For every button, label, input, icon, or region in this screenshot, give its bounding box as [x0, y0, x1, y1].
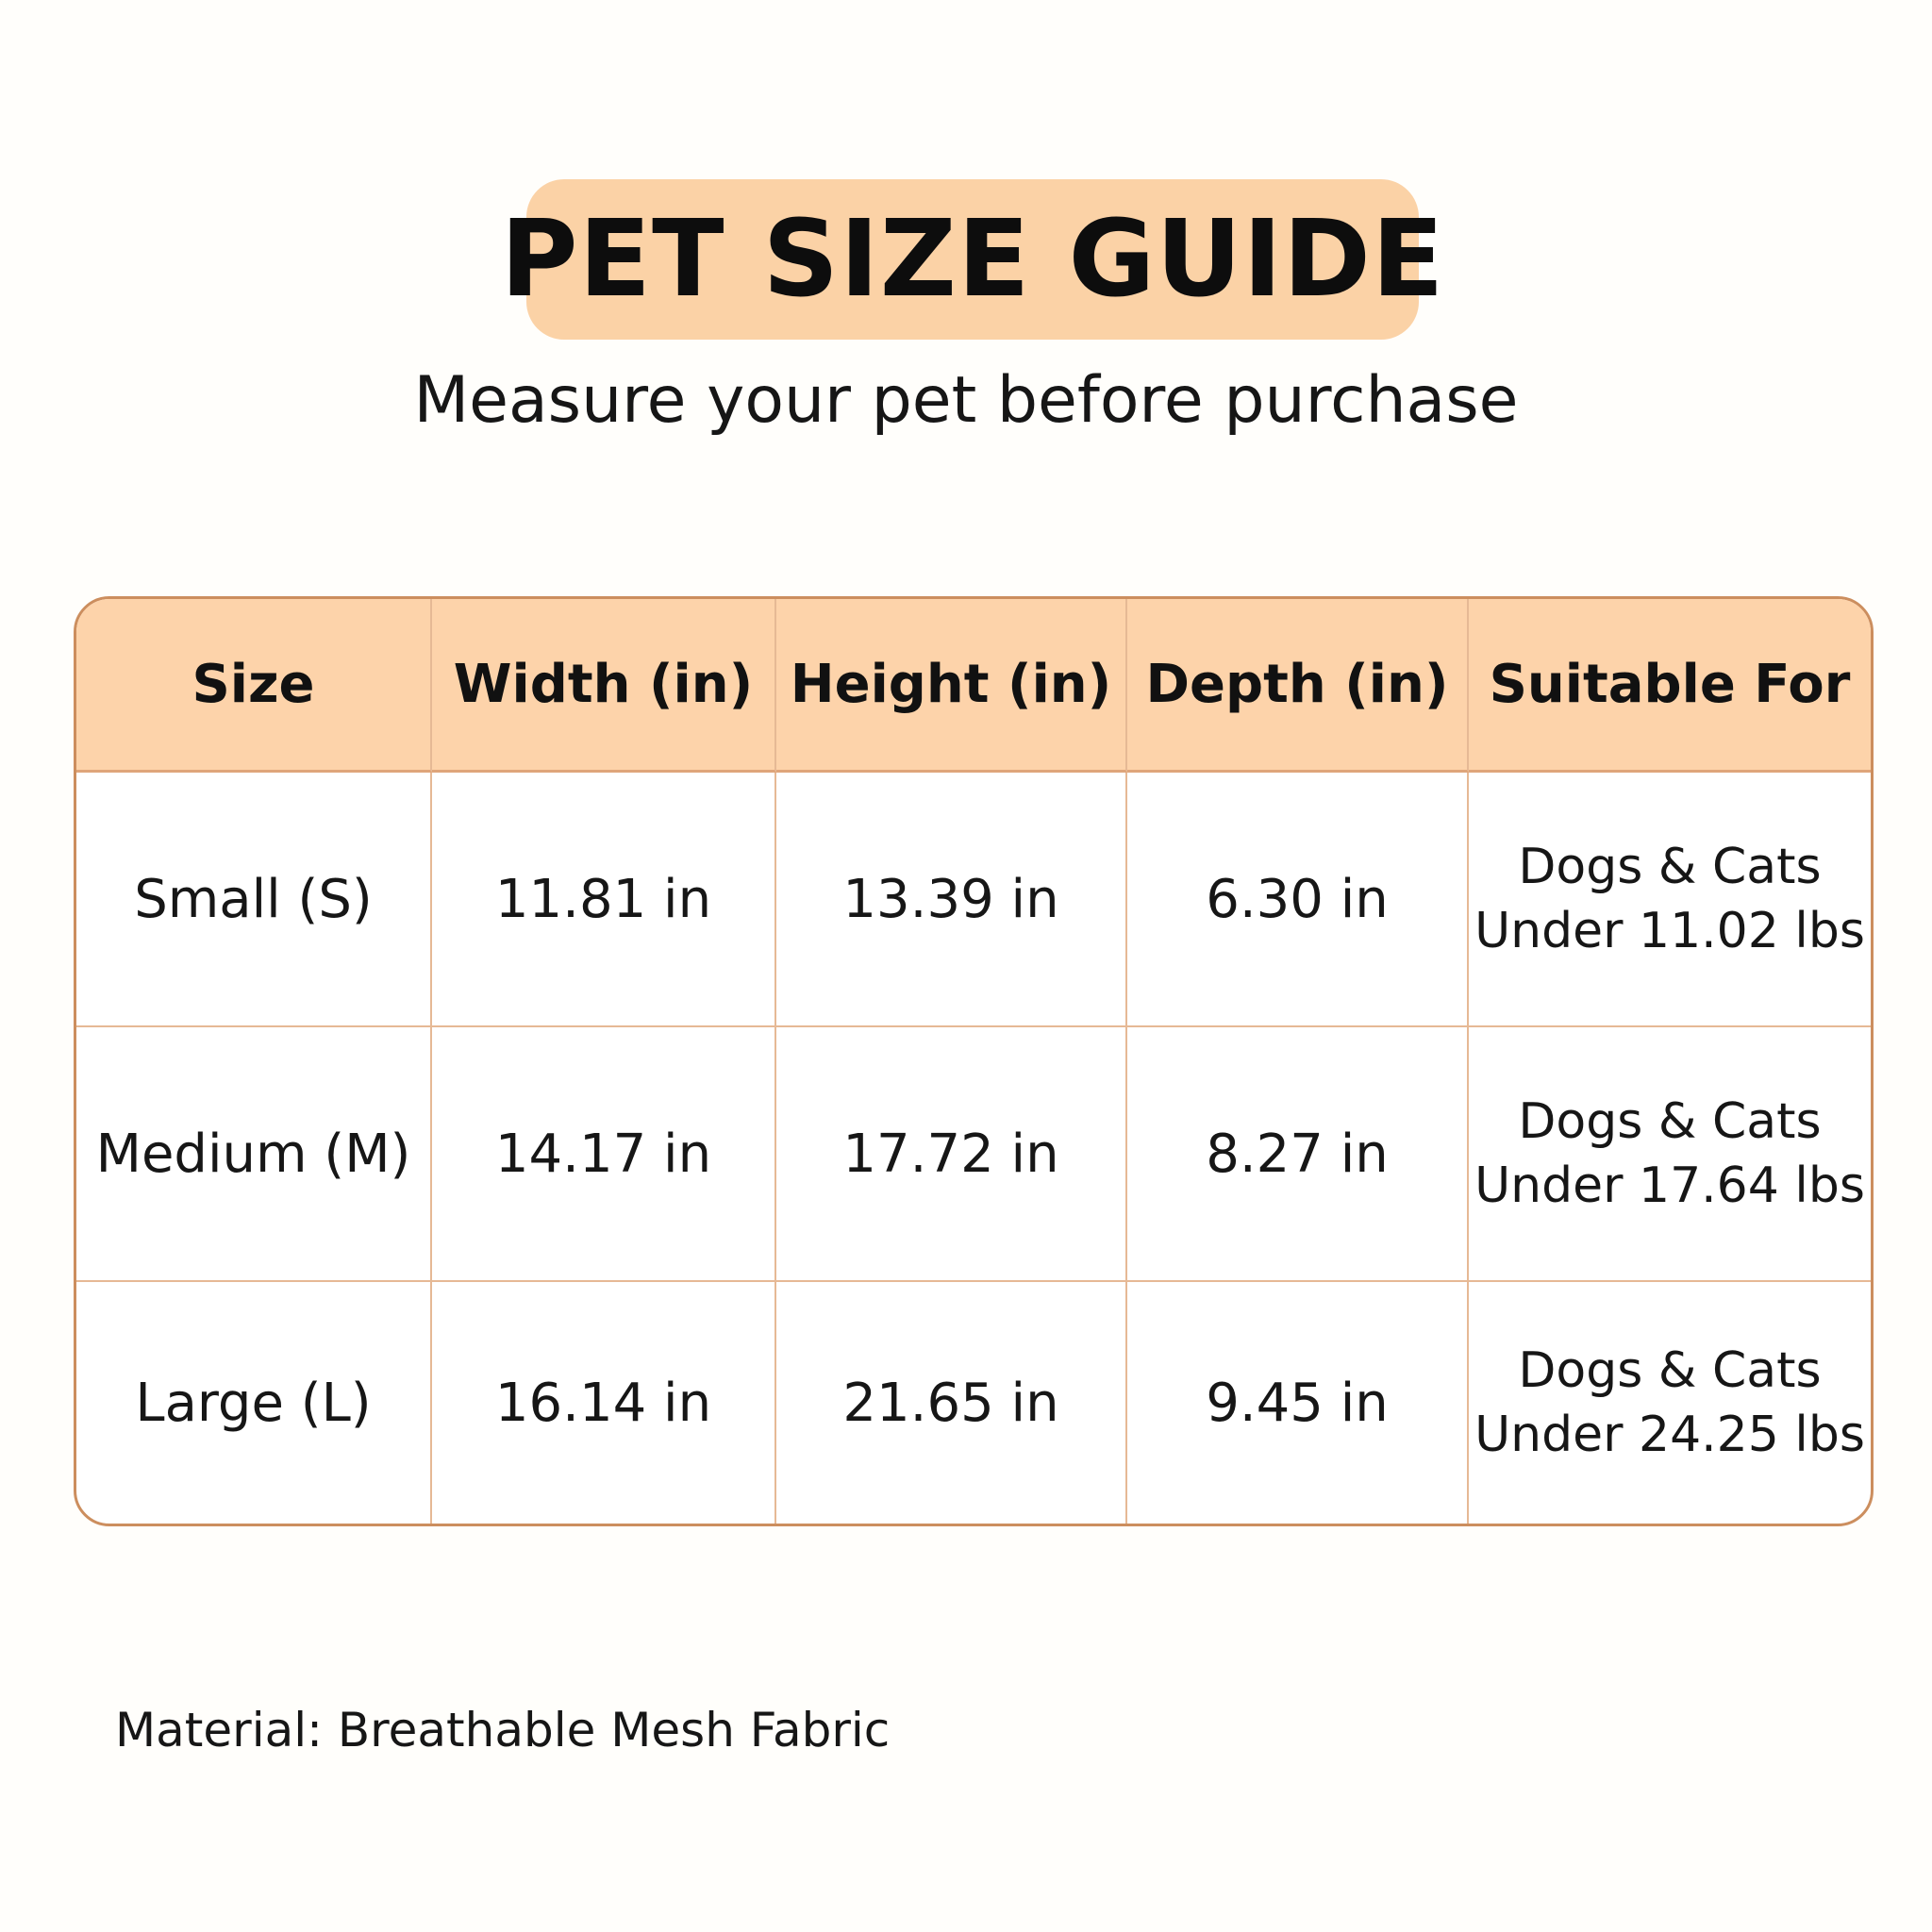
suitable-line-weight: Under 17.64 lbs	[1474, 1158, 1865, 1214]
row-small-size: Small (S)	[76, 773, 432, 1027]
row-medium-depth: 8.27 in	[1127, 1027, 1469, 1282]
row-medium-height: 17.72 in	[776, 1027, 1127, 1282]
header-size: Size	[76, 599, 432, 773]
row-medium-width: 14.17 in	[432, 1027, 776, 1282]
row-small-height: 13.39 in	[776, 773, 1127, 1027]
row-small-depth: 6.30 in	[1127, 773, 1469, 1027]
row-medium-size: Medium (M)	[76, 1027, 432, 1282]
header-width: Width (in)	[432, 599, 776, 773]
header-height: Height (in)	[776, 599, 1127, 773]
row-large-width: 16.14 in	[432, 1282, 776, 1524]
row-large-size: Large (L)	[76, 1282, 432, 1524]
page-title: PET SIZE GUIDE	[500, 198, 1445, 321]
row-small-suitable: Dogs & Cats Under 11.02 lbs	[1469, 773, 1871, 1027]
suitable-line-weight: Under 11.02 lbs	[1474, 903, 1865, 959]
suitable-line-pets: Dogs & Cats	[1518, 1342, 1822, 1399]
size-table: Size Width (in) Height (in) Depth (in) S…	[74, 596, 1874, 1526]
row-large-height: 21.65 in	[776, 1282, 1127, 1524]
row-small-width: 11.81 in	[432, 773, 776, 1027]
row-large-suitable: Dogs & Cats Under 24.25 lbs	[1469, 1282, 1871, 1524]
suitable-line-pets: Dogs & Cats	[1518, 1093, 1822, 1150]
header-depth: Depth (in)	[1127, 599, 1469, 773]
page-subtitle: Measure your pet before purchase	[413, 363, 1519, 438]
row-large-depth: 9.45 in	[1127, 1282, 1469, 1524]
suitable-line-pets: Dogs & Cats	[1518, 839, 1822, 895]
suitable-line-weight: Under 24.25 lbs	[1474, 1407, 1865, 1463]
title-badge: PET SIZE GUIDE	[500, 179, 1444, 340]
row-medium-suitable: Dogs & Cats Under 17.64 lbs	[1469, 1027, 1871, 1282]
header-suitable-for: Suitable For	[1469, 599, 1871, 773]
material-note: Material: Breathable Mesh Fabric	[115, 1703, 891, 1757]
